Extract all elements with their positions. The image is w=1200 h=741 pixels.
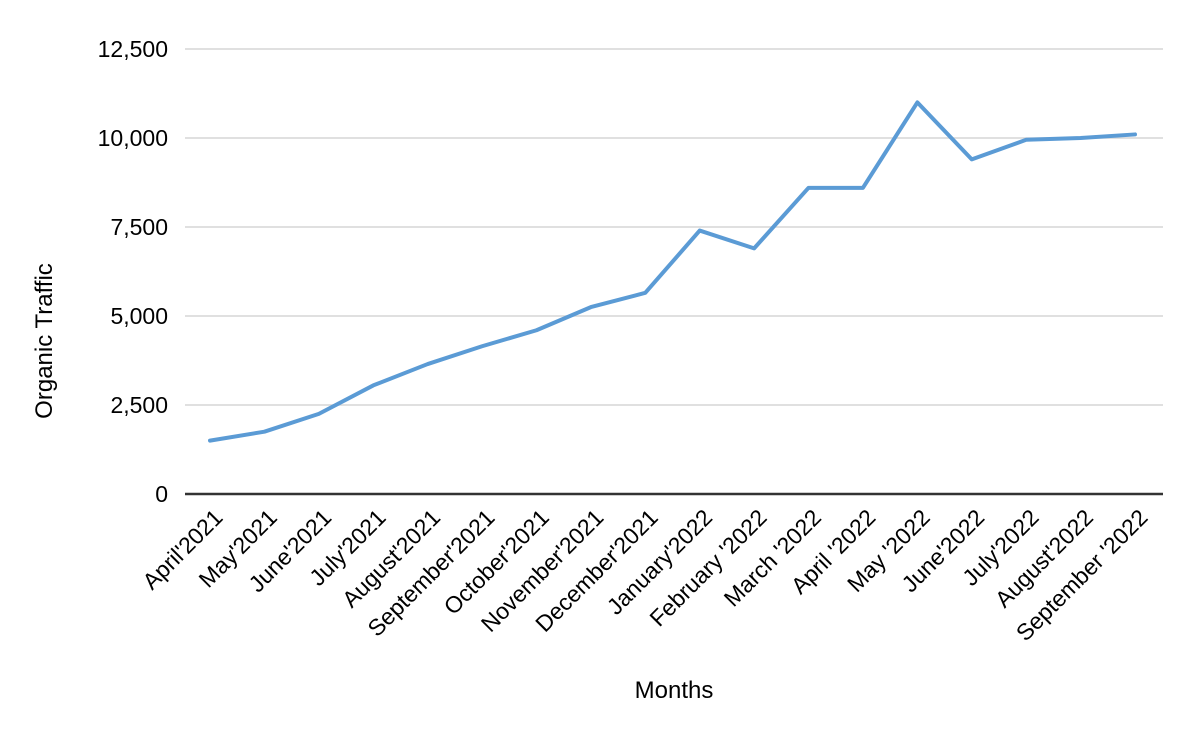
y-tick-label: 0 — [155, 481, 168, 507]
x-axis-title: Months — [634, 677, 714, 704]
y-tick-label: 7,500 — [110, 214, 168, 240]
y-tick-label: 10,000 — [98, 125, 168, 151]
y-axis-title: Organic Traffic — [31, 263, 58, 419]
y-tick-label: 12,500 — [98, 36, 168, 62]
y-tick-label: 5,000 — [110, 303, 168, 329]
organic-traffic-series-line — [208, 100, 1137, 443]
y-tick-label: 2,500 — [110, 392, 168, 418]
